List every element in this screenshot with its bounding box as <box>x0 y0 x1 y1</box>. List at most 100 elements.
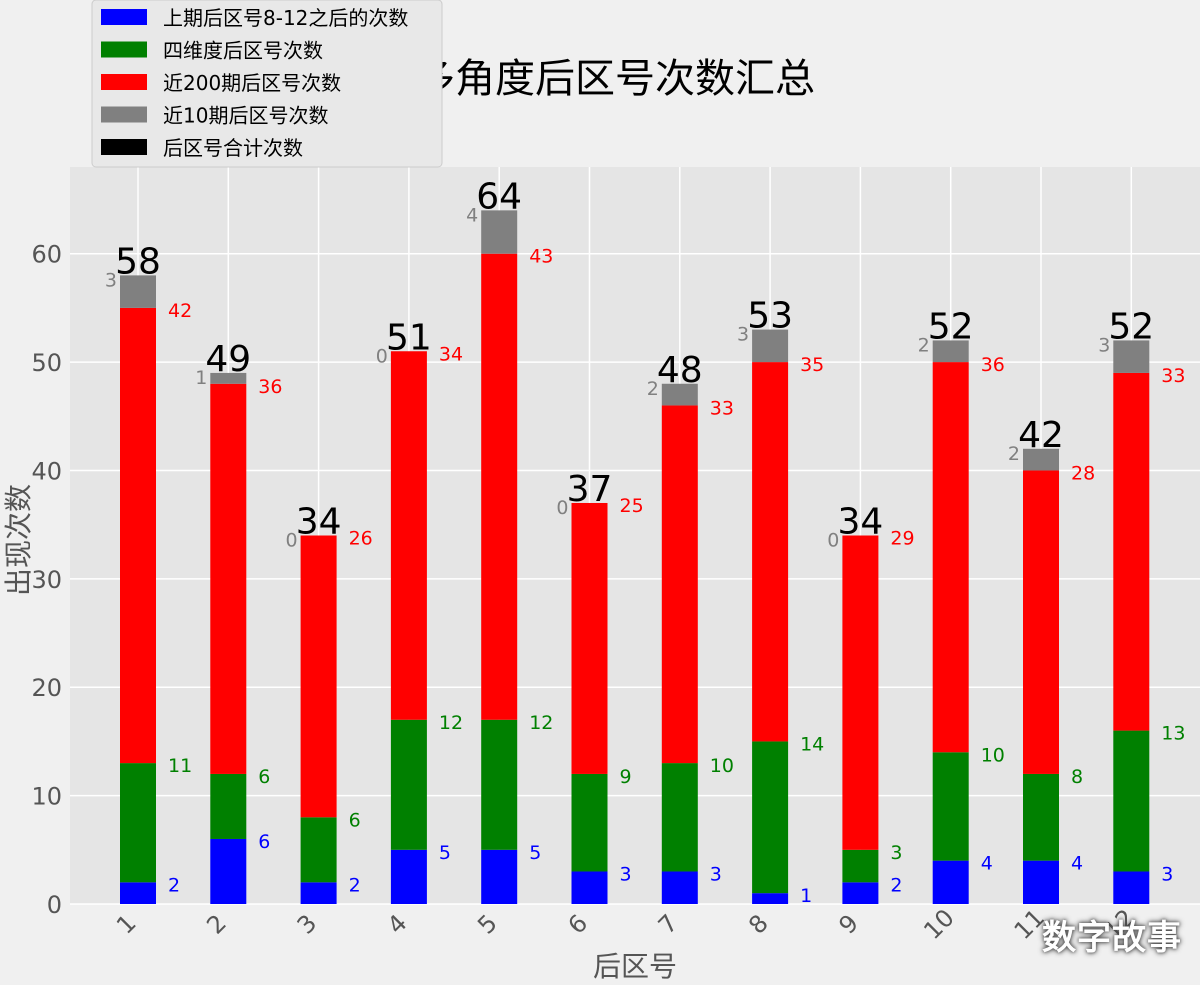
data-label: 4 <box>1071 853 1083 875</box>
y-tick-label: 10 <box>31 783 62 811</box>
data-label: 11 <box>168 755 192 777</box>
legend-label: 后区号合计次数 <box>163 136 303 160</box>
bar-segment <box>571 502 608 774</box>
data-label: 29 <box>890 528 914 550</box>
bar-segment <box>390 849 427 904</box>
x-tick-label: 7 <box>653 909 684 940</box>
data-label: 3 <box>710 863 722 885</box>
bar-segment <box>300 535 337 818</box>
data-label: 2 <box>168 874 180 896</box>
data-label: 4 <box>466 204 478 226</box>
bar-segment <box>1113 730 1150 872</box>
y-tick-label: 40 <box>31 457 62 485</box>
data-label: 43 <box>529 246 553 268</box>
total-label: 34 <box>296 502 342 543</box>
bar-segment <box>752 329 789 363</box>
data-label: 13 <box>1161 723 1185 745</box>
bar-segment <box>932 340 969 363</box>
x-tick-label: 3 <box>292 909 323 940</box>
total-label: 42 <box>1018 415 1064 456</box>
data-label: 1 <box>195 367 207 389</box>
legend-swatch <box>101 139 147 155</box>
bar-segment <box>571 871 608 904</box>
bar-segment <box>752 362 789 742</box>
bars <box>120 210 1150 904</box>
x-axis: 1 2 3 4 5 6 7 8 9 10 11 12 <box>111 904 1140 945</box>
legend: 上期后区号8-12之后的次数四维度后区号次数近200期后区号次数近10期后区号次… <box>91 0 443 168</box>
bar-segment <box>932 362 969 753</box>
bar-segment <box>210 383 247 774</box>
total-label: 52 <box>1108 306 1154 347</box>
bar-segment <box>661 763 698 872</box>
watermark: 数字故事 <box>1042 918 1182 958</box>
data-label: 33 <box>1161 365 1185 387</box>
total-label: 48 <box>657 350 703 391</box>
data-label: 14 <box>800 733 824 755</box>
data-label: 10 <box>710 755 734 777</box>
plot-area <box>70 167 1200 904</box>
data-label: 2 <box>890 874 902 896</box>
data-label: 5 <box>529 842 541 864</box>
bar-segment <box>210 838 247 904</box>
x-tick-label: 5 <box>472 909 503 940</box>
bar-segment <box>390 719 427 850</box>
data-label: 25 <box>620 495 644 517</box>
data-label: 2 <box>1008 443 1020 465</box>
data-label: 0 <box>376 345 388 367</box>
data-label: 0 <box>827 530 839 552</box>
y-tick-label: 60 <box>31 241 62 269</box>
bar-segment <box>661 383 698 406</box>
total-label: 49 <box>205 339 251 380</box>
x-tick-label: 10 <box>918 904 959 945</box>
data-label: 0 <box>556 497 568 519</box>
legend-label: 上期后区号8-12之后的次数 <box>163 6 408 30</box>
legend-box <box>91 0 443 168</box>
total-label: 53 <box>747 296 793 337</box>
bar-segment <box>1113 871 1150 904</box>
bar-segment <box>1023 470 1059 774</box>
bar-segment <box>661 871 698 904</box>
legend-swatch <box>101 106 147 123</box>
data-label: 0 <box>286 530 298 552</box>
y-tick-label: 50 <box>31 349 62 377</box>
bar-segment <box>481 210 518 254</box>
x-tick-label: 1 <box>111 909 142 940</box>
bar-segment <box>1113 340 1150 373</box>
x-tick-label: 4 <box>382 909 413 940</box>
total-label: 52 <box>928 306 974 347</box>
bar-segment <box>842 849 879 883</box>
data-label: 35 <box>800 354 824 376</box>
legend-swatch <box>101 41 147 58</box>
data-label: 42 <box>168 300 192 322</box>
data-label: 3 <box>737 324 749 346</box>
bar-segment <box>1023 773 1059 861</box>
data-label: 28 <box>1071 462 1095 484</box>
bar-segment <box>300 817 337 883</box>
bar-segment <box>932 752 969 861</box>
data-label: 4 <box>981 853 993 875</box>
data-label: 1 <box>800 885 812 907</box>
data-label: 8 <box>1071 766 1083 788</box>
bar-segment <box>120 882 156 904</box>
total-label: 64 <box>476 176 522 217</box>
bar-segment <box>120 307 156 764</box>
bar-segment <box>752 893 789 904</box>
total-label: 34 <box>837 502 883 543</box>
data-label: 5 <box>439 842 451 864</box>
bar-segment <box>661 405 698 764</box>
data-label: 33 <box>710 397 734 419</box>
y-tick-label: 0 <box>47 891 62 919</box>
data-label: 3 <box>1161 863 1173 885</box>
bar-segment <box>210 372 247 384</box>
data-label: 2 <box>647 378 659 400</box>
legend-label: 四维度后区号次数 <box>163 39 323 63</box>
data-label: 34 <box>439 343 463 365</box>
bar-segment <box>932 860 969 904</box>
total-label: 37 <box>567 469 613 510</box>
y-axis: 0 10 20 30 40 50 60 <box>31 241 62 919</box>
y-axis-label: 出现次数 <box>2 484 35 596</box>
data-label: 6 <box>258 766 270 788</box>
bar-segment <box>752 741 789 894</box>
data-label: 9 <box>620 766 632 788</box>
bar-segment <box>481 253 518 720</box>
